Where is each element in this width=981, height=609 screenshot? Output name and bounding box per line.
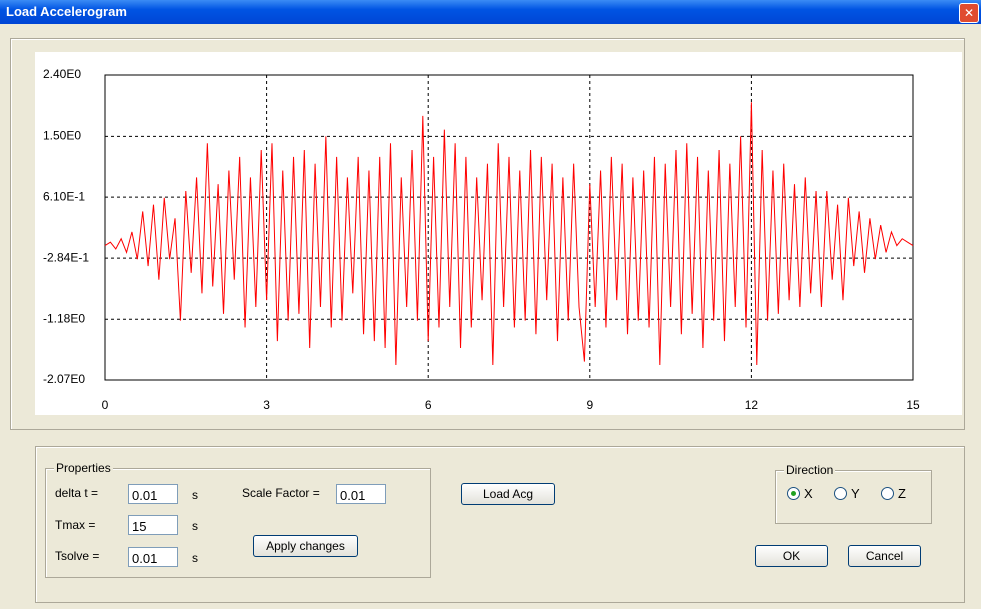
text-input[interactable]: 0.01 bbox=[128, 484, 178, 504]
text-input[interactable]: 0.01 bbox=[128, 547, 178, 567]
close-button[interactable]: ✕ bbox=[959, 3, 979, 23]
group-label: Properties bbox=[54, 461, 113, 475]
field-label: Tmax = bbox=[55, 518, 96, 532]
y-tick-label: 6.10E-1 bbox=[43, 189, 85, 203]
chart: -2.07E0 -1.18E0 -2.84E-1 6.10E-1 1.50E0 2.40E… bbox=[35, 52, 962, 415]
x-tick-label: 12 bbox=[745, 398, 759, 412]
y-tick-label: 1.50E0 bbox=[43, 129, 81, 143]
radio-label[interactable]: Y bbox=[851, 486, 860, 501]
x-tick-label: 6 bbox=[425, 398, 432, 412]
properties-group bbox=[45, 468, 431, 578]
window-title: Load Accelerogram bbox=[6, 4, 127, 19]
radio-label[interactable]: X bbox=[804, 486, 813, 501]
direction-group bbox=[775, 470, 932, 524]
unit-label: s bbox=[192, 551, 198, 565]
y-tick-label: -2.84E-1 bbox=[43, 250, 89, 264]
chart-background bbox=[35, 52, 962, 415]
unit-label: s bbox=[192, 488, 198, 502]
group-label: Direction bbox=[784, 463, 836, 477]
y-tick-label: 2.40E0 bbox=[43, 67, 81, 81]
ok-button[interactable]: OK bbox=[755, 545, 828, 567]
field-label: Tsolve = bbox=[55, 549, 100, 563]
x-tick-label: 15 bbox=[906, 398, 920, 412]
chart-frame bbox=[10, 38, 965, 430]
radio-label[interactable]: Z bbox=[898, 486, 906, 501]
load-button[interactable]: Load Acg bbox=[461, 483, 555, 505]
radio-button[interactable] bbox=[834, 487, 847, 500]
x-tick-label: 3 bbox=[263, 398, 270, 412]
unit-label: s bbox=[192, 519, 198, 533]
field-label: Scale Factor = bbox=[242, 486, 320, 500]
title-bar: Load Accelerogram bbox=[0, 0, 981, 24]
y-tick-label: -2.07E0 bbox=[43, 372, 85, 386]
cancel-button[interactable]: Cancel bbox=[848, 545, 921, 567]
y-tick-label: -1.18E0 bbox=[43, 311, 85, 325]
text-input[interactable]: 0.01 bbox=[336, 484, 386, 504]
radio-button[interactable] bbox=[787, 487, 800, 500]
signal-line bbox=[104, 102, 914, 366]
text-input[interactable]: 15 bbox=[128, 515, 178, 535]
x-tick-label: 9 bbox=[586, 398, 593, 412]
radio-dot bbox=[791, 491, 796, 496]
x-tick-label: 0 bbox=[102, 398, 109, 412]
controls-panel bbox=[35, 446, 965, 603]
apply-button[interactable]: Apply changes bbox=[253, 535, 358, 557]
radio-button[interactable] bbox=[881, 487, 894, 500]
field-label: delta t = bbox=[55, 486, 99, 500]
